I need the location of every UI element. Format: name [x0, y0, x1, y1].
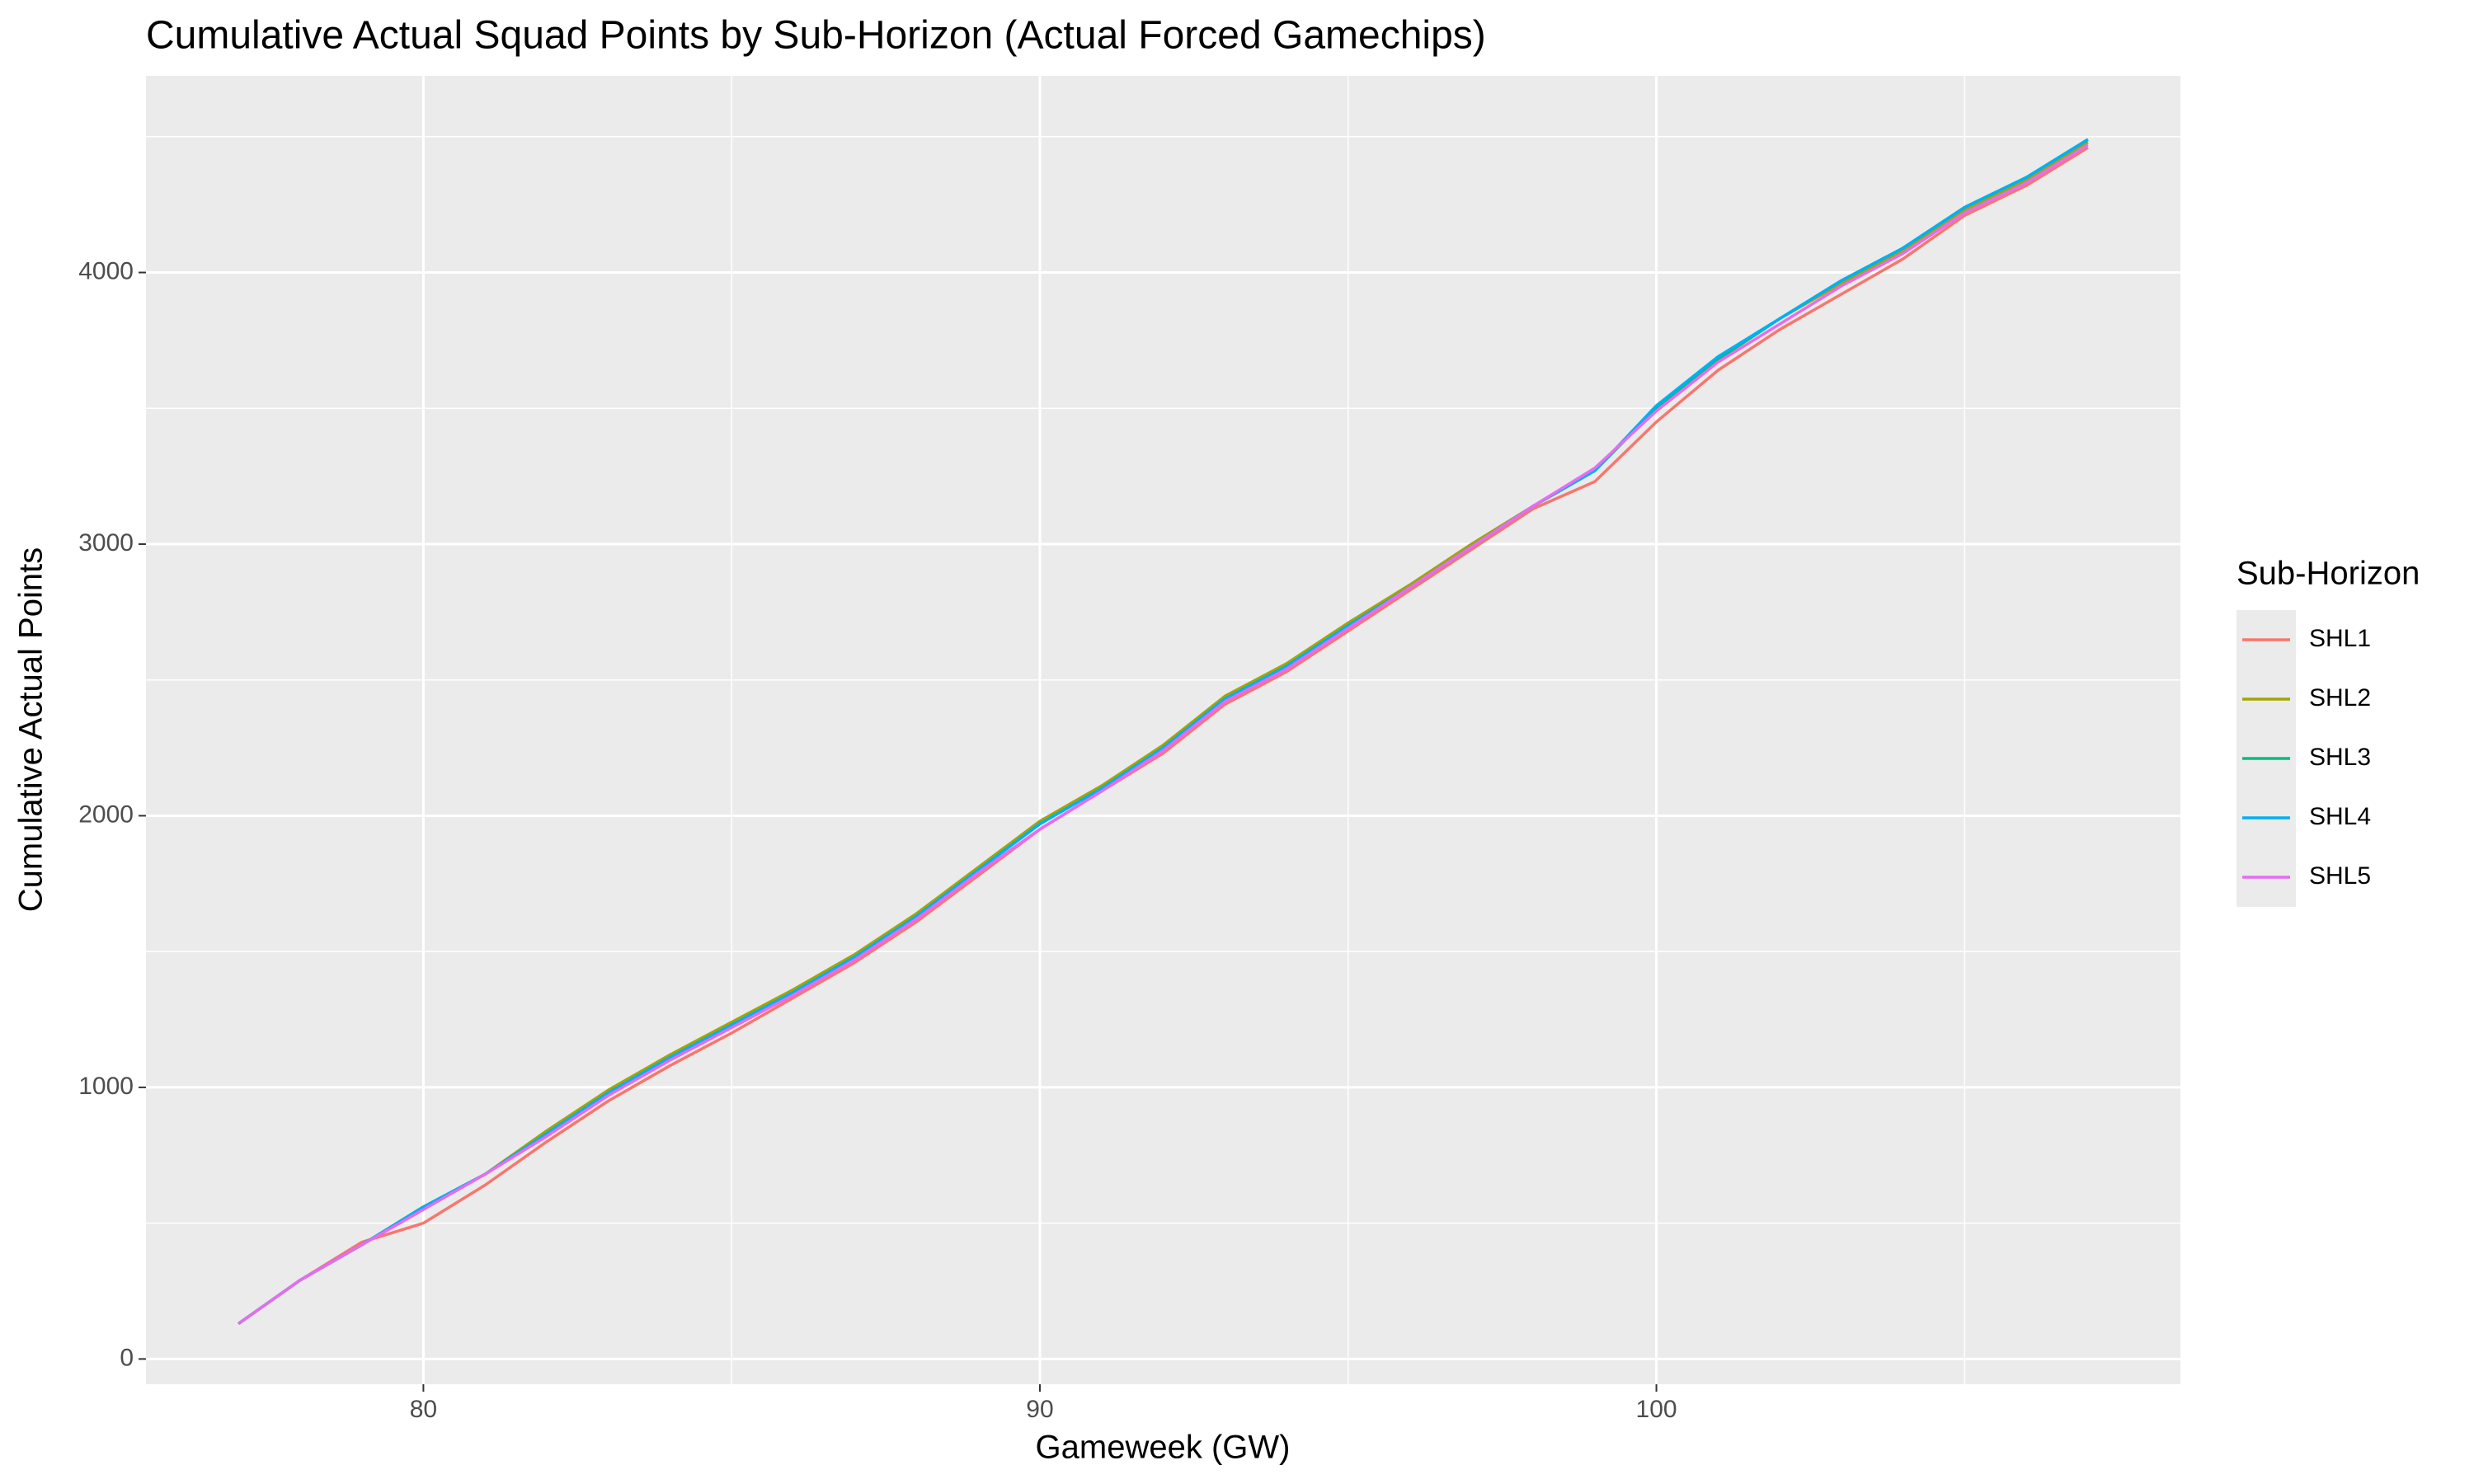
- y-tick-label: 0: [120, 1344, 134, 1371]
- y-tick-label: 4000: [78, 257, 134, 284]
- legend-label: SHL1: [2309, 625, 2371, 652]
- y-tick-label: 2000: [78, 801, 134, 828]
- x-axis-title: Gameweek (GW): [1036, 1430, 1291, 1466]
- y-tick-label: 3000: [78, 529, 134, 556]
- legend-label: SHL4: [2309, 803, 2371, 830]
- x-tick-label: 90: [1026, 1396, 1053, 1423]
- x-tick-label: 80: [410, 1396, 437, 1423]
- y-axis-title: Cumulative Actual Points: [13, 547, 49, 912]
- legend-label: SHL3: [2309, 744, 2371, 771]
- y-tick-label: 1000: [78, 1073, 134, 1100]
- legend-title: Sub-Horizon: [2236, 556, 2420, 592]
- chart-title: Cumulative Actual Squad Points by Sub-Ho…: [146, 14, 1486, 58]
- series-line: [238, 143, 2089, 1325]
- x-tick-label: 100: [1636, 1396, 1677, 1423]
- series-line: [238, 138, 2089, 1325]
- legend-label: SHL2: [2309, 684, 2371, 711]
- legend-label: SHL5: [2309, 862, 2371, 890]
- series-line: [238, 146, 2089, 1325]
